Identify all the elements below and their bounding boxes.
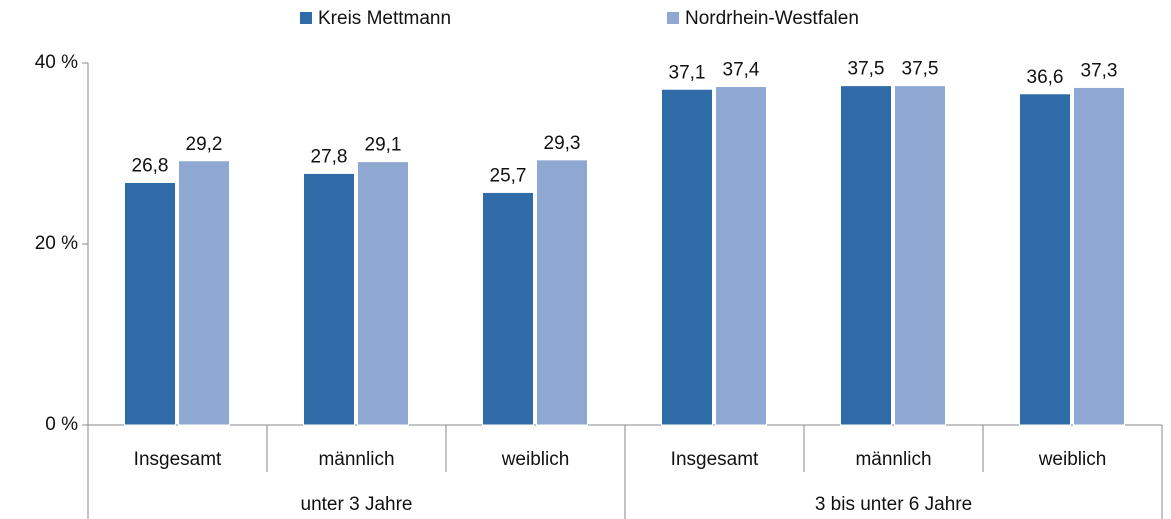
x-tick-label: weiblich	[1038, 449, 1107, 470]
bar	[178, 160, 230, 426]
value-label: 37,4	[723, 60, 760, 81]
group-label: unter 3 Jahre	[301, 494, 413, 515]
bar	[1073, 86, 1125, 426]
x-tick-label: männlich	[855, 449, 931, 470]
bar	[303, 172, 355, 426]
x-tick-label: weiblich	[501, 449, 570, 470]
legend-swatch	[667, 12, 679, 24]
value-label: 37,1	[669, 62, 706, 83]
bar	[661, 88, 713, 426]
y-tick-label: 20 %	[35, 233, 78, 254]
x-tick-label: Insgesamt	[671, 449, 759, 470]
bar	[482, 191, 534, 426]
bar	[536, 159, 588, 426]
bar	[894, 85, 946, 426]
value-label: 36,6	[1027, 67, 1064, 88]
bar	[1019, 93, 1071, 426]
value-label: 29,3	[544, 133, 581, 154]
x-tick-label: männlich	[318, 449, 394, 470]
group-label: 3 bis unter 6 Jahre	[815, 494, 972, 515]
x-tick-label: Insgesamt	[134, 449, 222, 470]
legend-label: Nordrhein-Westfalen	[685, 8, 859, 29]
value-label: 29,1	[365, 135, 402, 156]
bar	[357, 161, 409, 426]
y-tick-label: 40 %	[35, 52, 78, 73]
value-label: 25,7	[490, 165, 527, 186]
bar	[715, 86, 767, 426]
bar	[840, 85, 892, 426]
value-label: 37,3	[1081, 60, 1118, 81]
value-label: 37,5	[902, 59, 939, 80]
y-tick-label: 0 %	[45, 414, 78, 435]
value-label: 29,2	[186, 134, 223, 155]
legend-swatch	[300, 12, 312, 24]
legend-label: Kreis Mettmann	[318, 8, 451, 29]
value-label: 26,8	[132, 155, 169, 176]
value-label: 27,8	[311, 146, 348, 167]
value-label: 37,5	[848, 59, 885, 80]
bar	[124, 181, 176, 426]
